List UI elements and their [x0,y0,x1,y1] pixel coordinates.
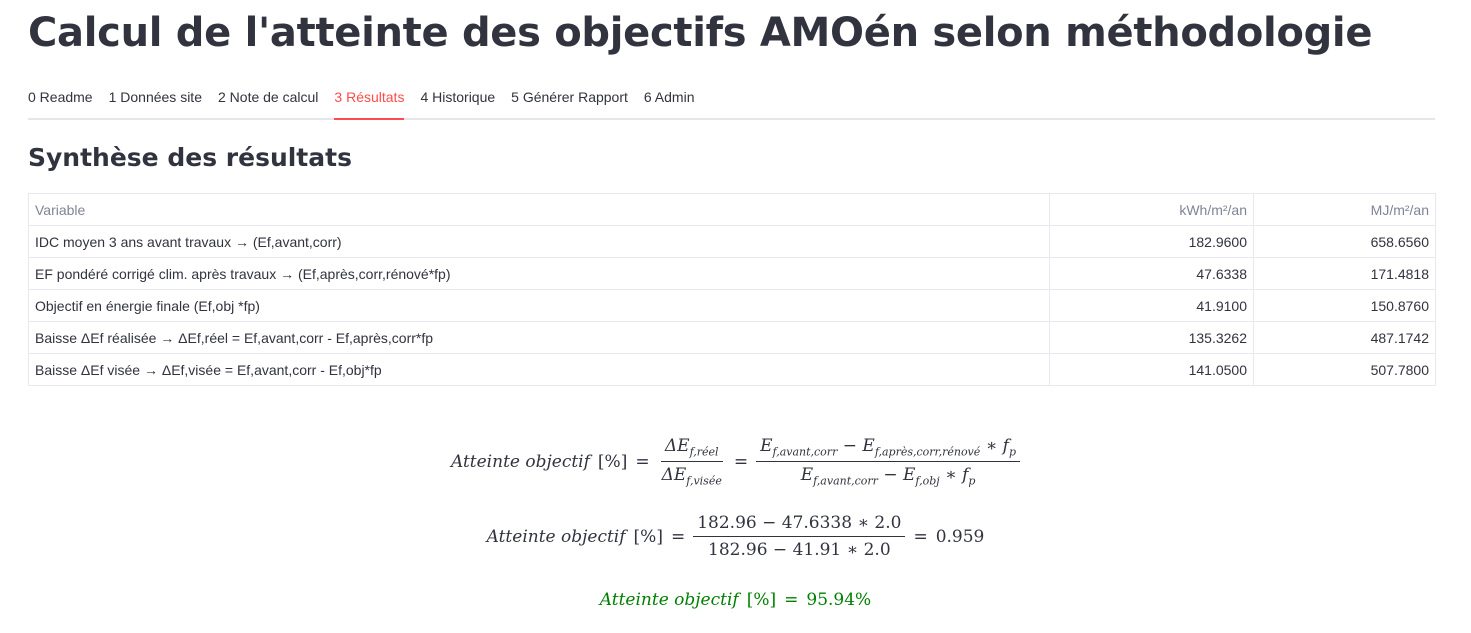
equals-sign: = [733,451,749,472]
table-row: Baisse ΔEf réalisée → ΔEf,réel = Ef,avan… [28,321,1436,354]
results-table: Variable kWh/m²/an MJ/m²/an IDC moyen 3 … [28,193,1436,386]
table-row: Objectif en énergie finale (Ef,obj *fp) … [28,289,1436,322]
formula-label: Atteinte objectif [450,451,590,472]
table-cell[interactable]: 182.9600 [1049,225,1254,258]
formula-definition: Atteinte objectif [%] = ΔEf,réel ΔEf,vis… [0,436,1471,488]
tab-resultats[interactable]: 3 Résultats [334,78,405,120]
table-cell[interactable]: IDC moyen 3 ans avant travaux → (Ef,avan… [28,225,1050,258]
symbol-sub: f,avant,corr [772,445,838,459]
table-cell[interactable]: EF pondéré corrigé clim. après travaux →… [28,257,1050,290]
table-cell[interactable]: Baisse ΔEf visée → ΔEf,visée = Ef,avant,… [28,353,1050,386]
percentage-result: 95.94% [806,590,872,610]
table-cell[interactable]: 487.1742 [1253,321,1436,354]
ratio-fraction: ΔEf,réel ΔEf,visée [658,436,726,488]
delta-ef-visee-sub: f,visée [686,474,722,488]
formula-label: Atteinte objectif [599,590,739,610]
tab-note-de-calcul[interactable]: 2 Note de calcul [218,89,319,105]
symbol: E [862,436,875,456]
equals-sign: = [784,590,799,610]
symbol: E [800,465,814,486]
column-header-variable[interactable]: Variable [28,193,1050,226]
table-cell[interactable]: 658.6560 [1253,225,1436,258]
formula-result: Atteinte objectif [%] = 95.94% [0,590,1471,610]
table-row: EF pondéré corrigé clim. après travaux →… [28,257,1436,290]
table-cell[interactable]: Baisse ΔEf réalisée → ΔEf,réel = Ef,avan… [28,321,1050,354]
formula-label: Atteinte objectif [486,526,626,547]
operator: ∗ [939,465,963,486]
table-cell[interactable]: Objectif en énergie finale (Ef,obj *fp) [28,289,1050,322]
table-row: Baisse ΔEf visée → ΔEf,visée = Ef,avant,… [28,353,1436,386]
numeric-denominator: 182.96 − 41.91 ∗ 2.0 [708,540,891,560]
symbol: E [903,465,916,486]
symbol-sub: p [968,474,976,488]
equals-sign: = [670,526,686,547]
section-title: Synthèse des résultats [28,143,352,172]
equals-sign: = [635,451,650,472]
operator: − [837,436,863,456]
numeric-result: 0.959 [935,526,985,547]
formula-unit: [%] [746,590,777,610]
page-title: Calcul de l'atteinte des objectifs AMOén… [28,10,1373,56]
table-cell[interactable]: 41.9100 [1049,289,1254,322]
tab-readme[interactable]: 0 Readme [28,89,93,105]
symbol-sub: f,avant,corr [813,474,878,488]
tab-donnees-site[interactable]: 1 Données site [108,89,202,105]
operator: − [877,465,903,486]
table-header-row: Variable kWh/m²/an MJ/m²/an [28,193,1436,226]
tab-historique[interactable]: 4 Historique [420,89,496,105]
table-cell[interactable]: 135.3262 [1049,321,1254,354]
formula-unit: [%] [633,526,663,547]
symbol: f [962,465,969,486]
table-row: IDC moyen 3 ans avant travaux → (Ef,avan… [28,225,1436,258]
formula-unit: [%] [597,451,628,472]
tab-generer-rapport[interactable]: 5 Générer Rapport [511,89,628,105]
symbol-sub: f,obj [915,474,940,488]
numeric-numerator: 182.96 − 47.6338 ∗ 2.0 [693,513,906,537]
symbol: f [1002,436,1009,456]
delta-ef-reel: ΔE [664,436,690,456]
symbol: E [760,436,773,456]
delta-ef-reel-sub: f,réel [689,445,719,459]
table-cell[interactable]: 171.4818 [1253,257,1436,290]
table-cell[interactable]: 507.7800 [1253,353,1436,386]
equals-sign: = [913,526,928,547]
formula-numeric: Atteinte objectif [%] = 182.96 − 47.6338… [0,513,1471,560]
expanded-fraction: Ef,avant,corr − Ef,après,corr,rénové ∗ f… [756,436,1021,488]
tab-bar: 0 Readme 1 Données site 2 Note de calcul… [28,78,1435,120]
column-header-kwh[interactable]: kWh/m²/an [1049,193,1254,226]
operator: ∗ [980,436,1003,456]
table-cell[interactable]: 141.0500 [1049,353,1254,386]
tab-admin[interactable]: 6 Admin [643,89,695,105]
symbol-sub: f,après,corr,rénové [874,445,981,459]
column-header-mj[interactable]: MJ/m²/an [1253,193,1436,226]
symbol-sub: p [1008,445,1017,459]
delta-ef-visee: ΔE [661,465,687,486]
numeric-fraction: 182.96 − 47.6338 ∗ 2.0 182.96 − 41.91 ∗ … [693,513,906,560]
table-cell[interactable]: 47.6338 [1049,257,1254,290]
table-cell[interactable]: 150.8760 [1253,289,1436,322]
